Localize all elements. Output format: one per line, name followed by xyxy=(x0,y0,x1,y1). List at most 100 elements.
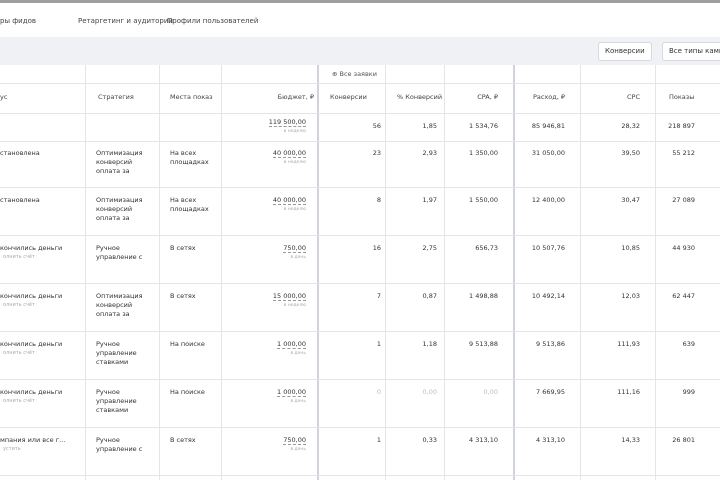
campaign-budget-period: в день xyxy=(290,351,306,356)
campaign-budget-period: в неделю xyxy=(283,303,306,308)
campaign-budget-period: в день xyxy=(290,399,306,404)
top-navigation: ры фидов Ретаргетинг и аудитории Профили… xyxy=(0,0,720,41)
campaign-placement: В сетях xyxy=(170,436,196,444)
top-up-link[interactable]: олнить счёт xyxy=(3,302,35,308)
col-header-impressions[interactable]: Показы xyxy=(669,93,695,101)
col-header-conversions[interactable]: Конверсии xyxy=(330,93,367,101)
totals-conv-rate: 1,85 xyxy=(422,122,437,130)
campaign-cpa: 9 513,88 xyxy=(469,340,498,348)
campaign-impressions: 55 212 xyxy=(672,149,695,157)
campaign-strategy: Ручное управление с xyxy=(96,436,143,453)
campaign-cpc: 30,47 xyxy=(621,196,640,204)
launch-link[interactable]: устить xyxy=(3,446,21,452)
campaign-cpc: 39,50 xyxy=(621,149,640,157)
col-header-conv-rate[interactable]: % Конверсий xyxy=(397,93,443,101)
campaign-strategy: Ручное управление ставками xyxy=(96,388,137,414)
campaign-conversions: 0 xyxy=(376,388,381,396)
campaign-spend: 10 492,14 xyxy=(531,292,565,300)
row-divider xyxy=(0,427,720,428)
col-divider xyxy=(513,65,515,480)
col-divider xyxy=(85,65,86,480)
col-header-budget[interactable]: Бюджет, ₽ xyxy=(277,93,314,101)
campaign-impressions: 44 930 xyxy=(672,244,695,252)
campaign-strategy: Ручное управление ставками xyxy=(96,340,137,366)
row-divider xyxy=(0,187,720,188)
campaign-conversions: 8 xyxy=(376,196,381,204)
col-header-spend[interactable]: Расход, ₽ xyxy=(532,93,565,101)
campaign-budget[interactable]: 40 000,00 xyxy=(272,196,306,205)
campaign-spend: 10 507,76 xyxy=(531,244,565,252)
col-header-placement[interactable]: Места показ xyxy=(170,93,213,101)
top-up-link[interactable]: олнить счёт xyxy=(3,398,35,404)
col-header-strategy[interactable]: Стратегия xyxy=(98,93,134,101)
campaign-budget[interactable]: 1 000,00 xyxy=(277,388,306,397)
campaign-budget-period: в неделю xyxy=(283,160,306,165)
col-header-cpa[interactable]: CPA, ₽ xyxy=(477,93,498,101)
campaign-conv-rate: 1,97 xyxy=(422,196,437,204)
campaign-budget[interactable]: 750,00 xyxy=(283,436,306,445)
campaign-status[interactable]: становлена xyxy=(0,196,40,204)
col-divider xyxy=(444,65,445,480)
campaign-cpc: 10,85 xyxy=(621,244,640,252)
campaign-budget[interactable]: 1 000,00 xyxy=(277,340,306,349)
campaign-status[interactable]: кончились деньги xyxy=(0,388,63,396)
campaign-placement: На поиске xyxy=(170,388,205,396)
campaign-cpc: 111,16 xyxy=(617,388,640,396)
nav-item-user-profiles[interactable]: Профили пользователей xyxy=(167,17,259,25)
campaign-conversions: 7 xyxy=(376,292,381,300)
campaign-status[interactable]: кончились деньги xyxy=(0,244,63,252)
row-divider xyxy=(0,83,720,84)
campaign-cpa: 656,73 xyxy=(475,244,498,252)
row-divider xyxy=(0,331,720,332)
campaign-status[interactable]: кончились деньги xyxy=(0,340,63,348)
campaign-impressions: 27 089 xyxy=(672,196,695,204)
row-divider xyxy=(0,235,720,236)
campaign-budget[interactable]: 40 000,00 xyxy=(272,149,306,158)
col-divider xyxy=(221,65,222,480)
campaign-budget[interactable]: 750,00 xyxy=(283,244,306,253)
col-divider xyxy=(317,65,319,480)
totals-conversions: 56 xyxy=(372,122,381,130)
campaign-conv-rate: 0,00 xyxy=(422,388,437,396)
campaign-cpa: 1 550,00 xyxy=(469,196,498,204)
col-header-status[interactable]: ус xyxy=(0,93,8,101)
row-divider xyxy=(0,113,720,114)
totals-budget: 119 500,00 xyxy=(268,118,306,127)
campaign-status[interactable]: мпания или все г... xyxy=(0,436,66,444)
top-up-link[interactable]: олнить счёт xyxy=(3,254,35,260)
campaign-conversions: 1 xyxy=(376,340,381,348)
nav-item-feeds[interactable]: ры фидов xyxy=(0,17,36,25)
campaign-strategy: Оптимизация конверсий оплата за xyxy=(96,196,143,222)
campaign-strategy: Оптимизация конверсий оплата за xyxy=(96,149,143,175)
campaign-status[interactable]: кончились деньги xyxy=(0,292,63,300)
campaign-impressions: 26 801 xyxy=(672,436,695,444)
col-divider xyxy=(655,65,656,480)
goal-group-label[interactable]: ⊕ Все заявки xyxy=(332,70,377,78)
campaign-spend: 31 050,00 xyxy=(531,149,565,157)
campaign-conversions: 23 xyxy=(372,149,381,157)
campaign-cpa: 1 350,00 xyxy=(469,149,498,157)
campaign-placement: На всех площадках xyxy=(170,196,209,213)
campaign-cpa: 0,00 xyxy=(483,388,498,396)
campaign-conv-rate: 0,87 xyxy=(422,292,437,300)
campaign-placement: На поиске xyxy=(170,340,205,348)
campaign-types-button[interactable]: Все типы камп xyxy=(662,42,720,61)
nav-item-retargeting[interactable]: Ретаргетинг и аудитории xyxy=(78,17,173,25)
campaign-budget[interactable]: 15 000,00 xyxy=(272,292,306,301)
totals-impressions: 218 897 xyxy=(668,122,695,130)
conversions-button[interactable]: Конверсии xyxy=(598,42,652,61)
campaign-strategy: Оптимизация конверсий оплата за xyxy=(96,292,143,318)
row-divider xyxy=(0,141,720,142)
campaign-cpa: 1 498,88 xyxy=(469,292,498,300)
campaign-cpc: 111,93 xyxy=(617,340,640,348)
campaign-conv-rate: 0,33 xyxy=(422,436,437,444)
top-up-link[interactable]: олнить счёт xyxy=(3,350,35,356)
row-divider xyxy=(0,379,720,380)
campaign-placement: В сетях xyxy=(170,244,196,252)
campaign-budget-period: в день xyxy=(290,255,306,260)
row-divider xyxy=(0,475,720,476)
col-header-cpc[interactable]: CPC xyxy=(627,93,640,101)
campaign-status[interactable]: становлена xyxy=(0,149,40,157)
campaign-spend: 12 400,00 xyxy=(531,196,565,204)
totals-cpc: 28,32 xyxy=(621,122,640,130)
